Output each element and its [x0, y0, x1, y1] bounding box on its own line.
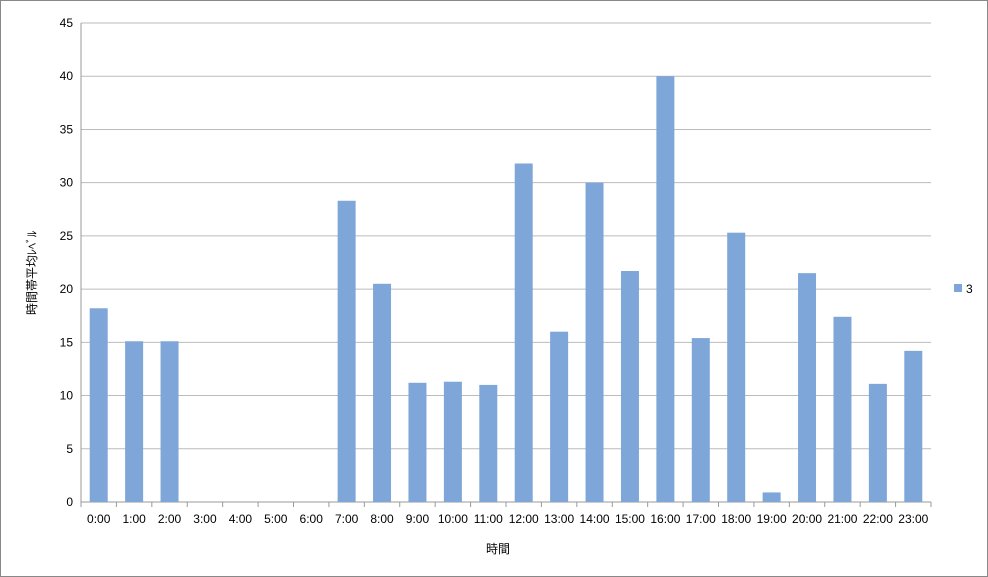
bar	[904, 350, 923, 502]
bar	[160, 341, 179, 502]
x-tick-label: 9:00	[406, 512, 430, 526]
x-axis-label: 時間	[486, 542, 510, 556]
x-tick-label: 11:00	[474, 512, 503, 526]
x-tick-label: 2:00	[158, 512, 182, 526]
y-tick-label: 45	[60, 16, 74, 30]
bar	[125, 341, 144, 502]
x-tick-label: 20:00	[792, 512, 822, 526]
y-tick-label: 15	[60, 335, 74, 349]
y-tick-label: 5	[66, 442, 73, 456]
x-tick-label: 16:00	[650, 512, 680, 526]
bar	[89, 308, 108, 502]
x-tick-label: 23:00	[898, 512, 928, 526]
y-axis-label: 時間帯平均ﾚﾍﾞﾙ	[25, 231, 39, 315]
x-tick-label: 12:00	[509, 512, 539, 526]
bar	[762, 492, 781, 502]
bar	[408, 382, 427, 502]
bar	[550, 331, 569, 502]
x-tick-label: 5:00	[264, 512, 288, 526]
x-tick-label: 8:00	[370, 512, 394, 526]
bar	[868, 383, 887, 502]
x-tick-label: 18:00	[721, 512, 751, 526]
x-tick-label: 4:00	[229, 512, 253, 526]
x-tick-label: 6:00	[300, 512, 324, 526]
x-tick-label: 21:00	[827, 512, 857, 526]
bar	[727, 232, 746, 502]
x-tick-label: 17:00	[686, 512, 716, 526]
x-tick-label: 3:00	[193, 512, 217, 526]
y-tick-label: 40	[60, 69, 74, 83]
legend-label: 3	[966, 282, 973, 296]
x-tick-label: 14:00	[580, 512, 610, 526]
bar	[691, 338, 710, 502]
y-tick-label: 25	[60, 229, 74, 243]
y-tick-label: 10	[60, 389, 74, 403]
bar	[373, 283, 392, 502]
y-tick-label: 30	[60, 176, 74, 190]
bar	[337, 200, 356, 503]
legend-swatch	[954, 284, 962, 292]
x-tick-label: 0:00	[87, 512, 111, 526]
bar	[798, 273, 817, 502]
x-tick-label: 13:00	[544, 512, 574, 526]
bar	[585, 182, 604, 502]
bar	[479, 384, 498, 502]
x-tick-label: 1:00	[122, 512, 146, 526]
y-tick-label: 20	[60, 282, 74, 296]
x-tick-label: 15:00	[615, 512, 645, 526]
x-tick-label: 10:00	[438, 512, 468, 526]
x-tick-label: 19:00	[757, 512, 787, 526]
x-tick-label: 7:00	[335, 512, 359, 526]
y-tick-label: 0	[66, 495, 73, 509]
y-tick-label: 35	[60, 122, 74, 136]
bar	[656, 76, 675, 502]
x-tick-label: 22:00	[863, 512, 893, 526]
bar	[443, 381, 462, 502]
bar	[833, 316, 852, 502]
bar	[620, 271, 639, 502]
bar	[514, 163, 533, 503]
